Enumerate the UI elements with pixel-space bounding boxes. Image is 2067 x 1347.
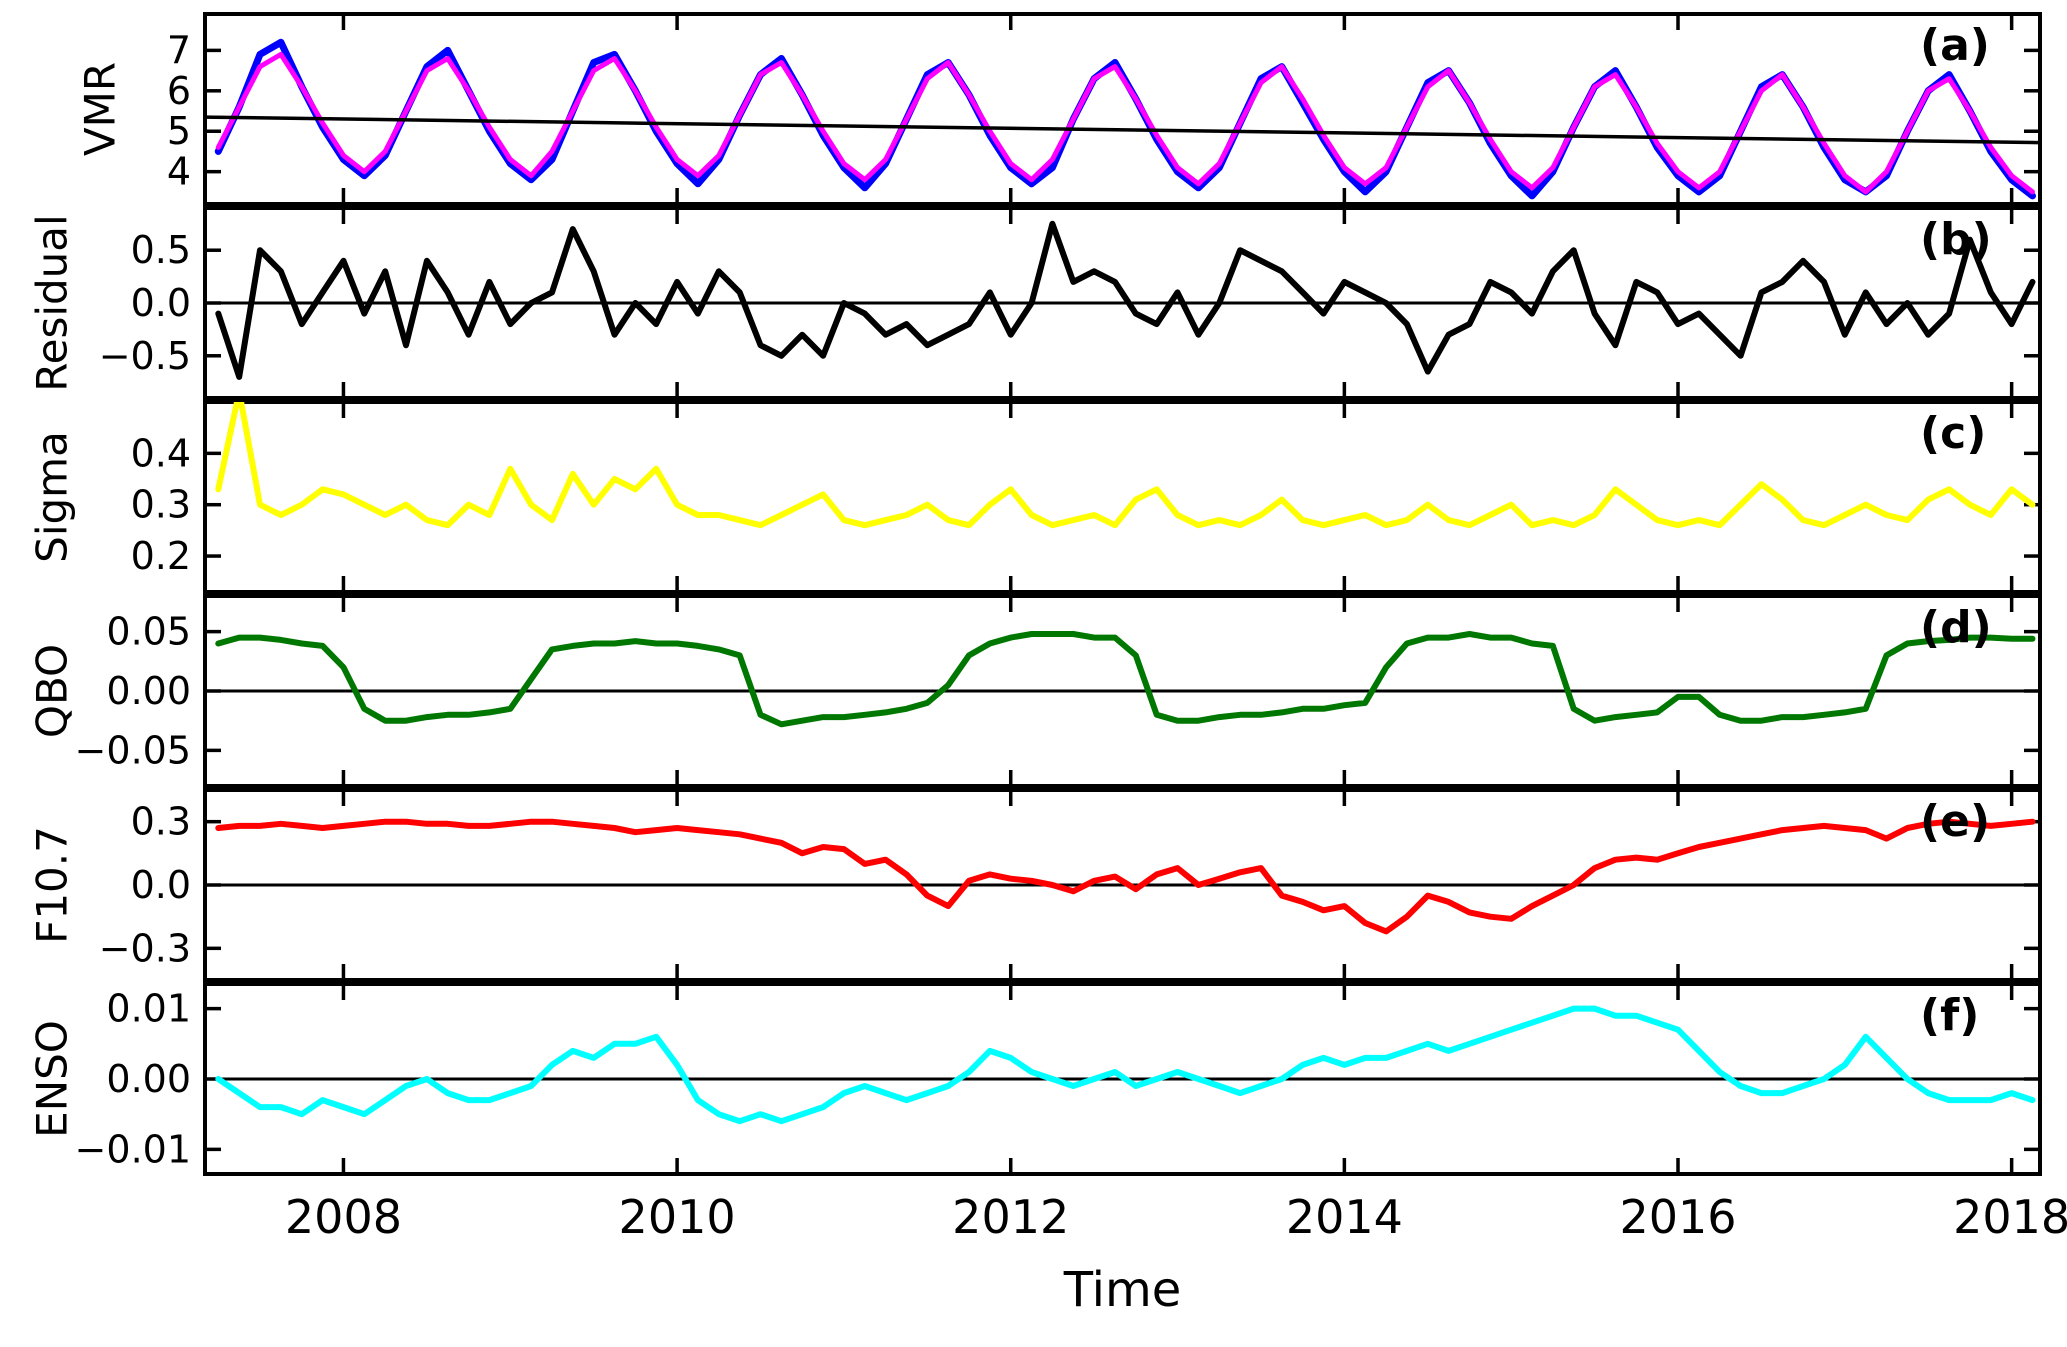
panel-b-plot: −0.5 0.0 0.5 xyxy=(99,206,2042,400)
series-qbo-proxy xyxy=(215,631,2036,728)
y-tick-label: −0.3 xyxy=(99,926,191,970)
y-tick-label: 0.00 xyxy=(106,1057,191,1101)
panel-c-label: (c) xyxy=(1920,408,1987,459)
y-tick-label: 7 xyxy=(167,28,191,72)
series-enso-proxy xyxy=(215,1005,2036,1125)
y-axis-title-f: ENSO xyxy=(27,1020,77,1138)
y-tick-label: −0.01 xyxy=(75,1127,191,1171)
x-tick-label: 2010 xyxy=(618,1190,736,1244)
panel-a-frame xyxy=(203,12,2042,206)
panel-d-plot: −0.05 0.00 0.05 xyxy=(75,594,2042,788)
series-regression-fit xyxy=(215,51,2035,195)
y-tick-label: 5 xyxy=(167,109,191,153)
panel-e-plot: −0.3 0.0 0.3 xyxy=(99,788,2042,982)
y-axis-title-c: Sigma xyxy=(27,431,77,563)
y-tick-label: 0.5 xyxy=(131,228,191,272)
x-tick-label: 2012 xyxy=(952,1190,1070,1244)
x-tick-label: 2014 xyxy=(1285,1190,1403,1244)
y-tick-label: −0.05 xyxy=(75,728,191,772)
panel-a-label: (a) xyxy=(1920,20,1990,71)
panel-b-label: (b) xyxy=(1920,214,1992,265)
series-residual xyxy=(215,220,2036,380)
panel-d-label: (d) xyxy=(1920,602,1992,653)
series-f107-proxy xyxy=(215,818,2036,935)
y-tick-label: 0.0 xyxy=(131,863,191,907)
y-tick-label: 0.4 xyxy=(131,431,191,475)
series-observed-vmr xyxy=(214,38,2036,200)
y-tick-label: 0.00 xyxy=(106,669,191,713)
panel-f-plot: −0.01 0.00 0.01 xyxy=(75,982,2042,1176)
x-tick-label: 2008 xyxy=(284,1190,402,1244)
y-tick-label: 0.01 xyxy=(106,987,191,1031)
panel-e-label: (e) xyxy=(1920,796,1991,847)
y-tick-label: 0.0 xyxy=(131,281,191,325)
x-axis-title: Time xyxy=(1063,1262,1182,1318)
y-tick-label: 0.3 xyxy=(131,800,191,844)
y-axis-title-a: VMR xyxy=(75,61,125,157)
series-sigma xyxy=(215,402,2036,529)
x-tick-label: 2016 xyxy=(1619,1190,1737,1244)
x-tick-label: 2018 xyxy=(1953,1190,2067,1244)
panel-f-label: (f) xyxy=(1920,990,1980,1041)
y-tick-label: 0.2 xyxy=(131,534,191,578)
y-tick-label: 4 xyxy=(167,150,191,194)
y-tick-label: 6 xyxy=(167,69,191,113)
panel-c-plot: 0.2 0.3 0.4 xyxy=(131,400,2042,594)
y-tick-label: −0.5 xyxy=(99,334,191,378)
y-axis-title-b: Residual xyxy=(27,214,77,392)
y-axis-title-e: F10.7 xyxy=(27,826,77,944)
series-linear-trend xyxy=(205,115,2040,145)
y-tick-label: 0.3 xyxy=(131,483,191,527)
y-tick-label: 0.05 xyxy=(106,610,191,654)
y-axis-title-d: QBO xyxy=(27,643,77,739)
panel-c-frame xyxy=(203,400,2042,594)
